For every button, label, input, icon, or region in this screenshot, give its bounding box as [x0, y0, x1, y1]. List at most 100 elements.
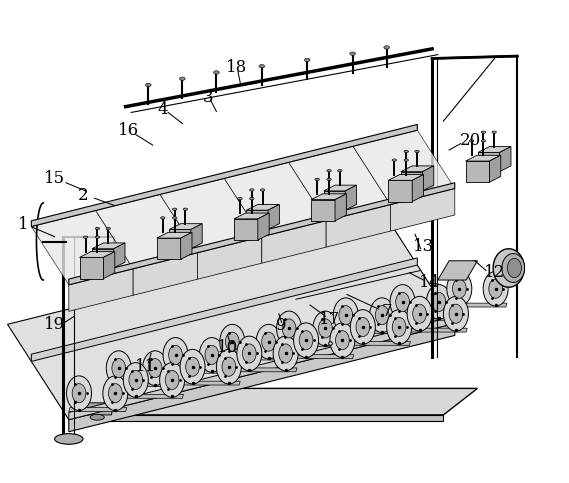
Polygon shape	[239, 368, 297, 372]
Ellipse shape	[183, 208, 188, 211]
Polygon shape	[92, 243, 125, 249]
Polygon shape	[246, 204, 279, 210]
Ellipse shape	[336, 331, 349, 350]
Ellipse shape	[146, 83, 151, 86]
Ellipse shape	[72, 384, 86, 403]
Polygon shape	[166, 369, 223, 373]
Ellipse shape	[432, 292, 446, 312]
Polygon shape	[324, 185, 357, 191]
Polygon shape	[478, 147, 511, 153]
Ellipse shape	[508, 258, 521, 278]
Ellipse shape	[481, 140, 486, 142]
Text: 11: 11	[135, 358, 156, 375]
Ellipse shape	[489, 279, 502, 298]
Polygon shape	[401, 166, 434, 171]
Polygon shape	[438, 261, 477, 280]
Ellipse shape	[337, 170, 342, 172]
Ellipse shape	[185, 357, 199, 376]
Polygon shape	[401, 171, 422, 191]
Polygon shape	[412, 174, 423, 201]
Ellipse shape	[443, 297, 468, 331]
Ellipse shape	[315, 178, 319, 181]
Polygon shape	[191, 224, 202, 249]
Ellipse shape	[172, 217, 177, 219]
Ellipse shape	[160, 363, 184, 398]
Ellipse shape	[250, 198, 254, 200]
Ellipse shape	[109, 384, 122, 403]
Polygon shape	[449, 303, 507, 307]
Ellipse shape	[376, 306, 389, 325]
Ellipse shape	[55, 434, 83, 444]
Ellipse shape	[370, 298, 395, 332]
Polygon shape	[478, 153, 500, 171]
Ellipse shape	[299, 331, 313, 350]
Polygon shape	[234, 219, 258, 240]
Ellipse shape	[413, 304, 426, 323]
Polygon shape	[80, 252, 115, 257]
Polygon shape	[169, 229, 191, 249]
Ellipse shape	[160, 217, 165, 219]
Ellipse shape	[415, 150, 419, 153]
Ellipse shape	[172, 208, 177, 211]
Ellipse shape	[351, 310, 376, 344]
Ellipse shape	[168, 345, 183, 365]
Ellipse shape	[225, 332, 239, 351]
Polygon shape	[31, 125, 417, 227]
Ellipse shape	[90, 414, 104, 420]
Polygon shape	[268, 204, 279, 229]
Text: 20: 20	[460, 132, 481, 149]
Polygon shape	[31, 258, 417, 361]
Ellipse shape	[238, 198, 242, 200]
Ellipse shape	[493, 249, 524, 287]
Ellipse shape	[112, 359, 126, 378]
Ellipse shape	[256, 325, 281, 359]
Ellipse shape	[452, 279, 466, 298]
Polygon shape	[69, 388, 477, 415]
Polygon shape	[69, 316, 455, 420]
Ellipse shape	[304, 58, 310, 62]
Ellipse shape	[67, 376, 92, 411]
Polygon shape	[180, 232, 192, 259]
Ellipse shape	[103, 376, 128, 411]
Polygon shape	[69, 269, 133, 312]
Ellipse shape	[123, 363, 149, 398]
Ellipse shape	[222, 357, 236, 376]
Polygon shape	[465, 161, 489, 182]
Polygon shape	[353, 341, 410, 345]
Polygon shape	[389, 180, 412, 201]
Polygon shape	[126, 395, 183, 398]
Ellipse shape	[205, 345, 218, 365]
Polygon shape	[80, 257, 104, 279]
Text: 15: 15	[44, 170, 65, 187]
Ellipse shape	[83, 236, 88, 239]
Ellipse shape	[330, 323, 355, 357]
Ellipse shape	[220, 325, 245, 359]
Ellipse shape	[213, 71, 219, 74]
Polygon shape	[83, 403, 114, 415]
Ellipse shape	[262, 332, 275, 351]
Polygon shape	[324, 191, 345, 210]
Ellipse shape	[384, 46, 390, 49]
Polygon shape	[31, 211, 133, 285]
Ellipse shape	[250, 189, 254, 191]
Polygon shape	[489, 156, 501, 182]
Polygon shape	[326, 205, 390, 247]
Ellipse shape	[180, 349, 205, 384]
Polygon shape	[288, 146, 390, 221]
Text: 17: 17	[319, 311, 340, 328]
Text: 2: 2	[78, 187, 88, 204]
Ellipse shape	[199, 338, 224, 372]
Polygon shape	[393, 316, 450, 320]
Ellipse shape	[392, 317, 406, 337]
Ellipse shape	[390, 284, 415, 319]
Ellipse shape	[237, 336, 262, 371]
Ellipse shape	[143, 351, 168, 385]
Ellipse shape	[294, 323, 319, 357]
Ellipse shape	[447, 271, 472, 306]
Ellipse shape	[282, 319, 296, 338]
Text: 12: 12	[484, 264, 505, 281]
Polygon shape	[224, 162, 326, 237]
Ellipse shape	[404, 159, 409, 161]
Text: 14: 14	[419, 274, 440, 291]
Polygon shape	[96, 195, 197, 269]
